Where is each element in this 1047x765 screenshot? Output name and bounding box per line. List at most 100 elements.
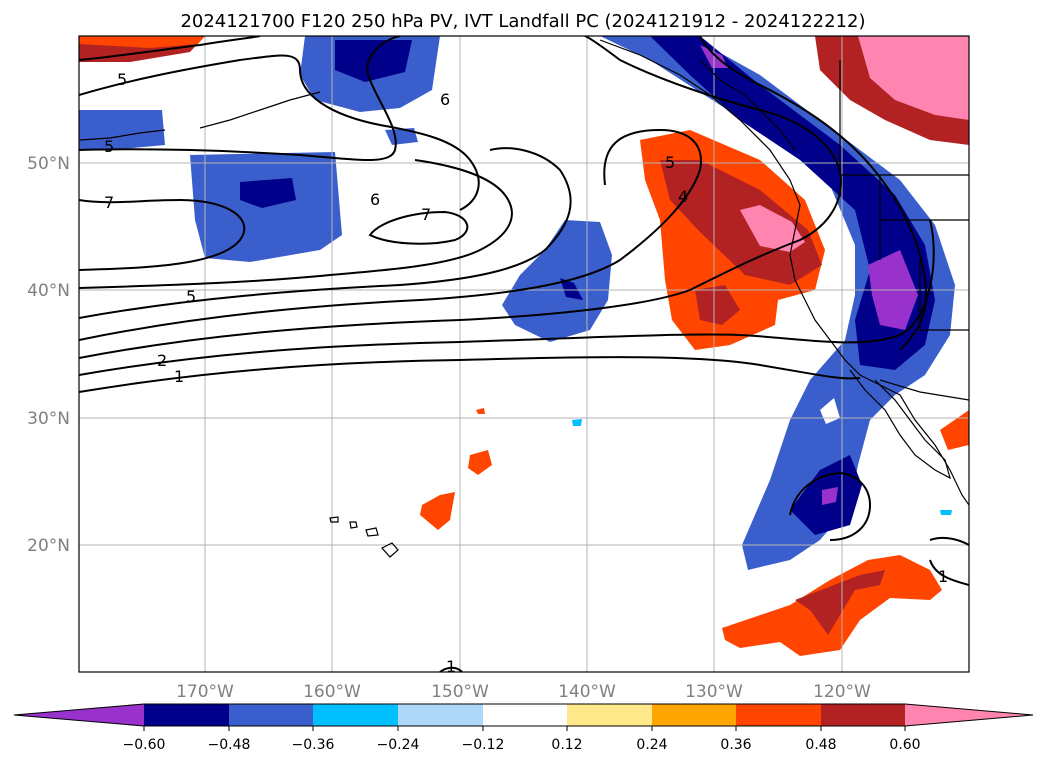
contour-label: 7 (421, 205, 431, 224)
alaska-panhandle (699, 59, 796, 151)
colorbar-segment (229, 704, 313, 726)
negative-blob-central (502, 220, 612, 342)
colorbar-segment (652, 704, 736, 726)
lon-label: 150°W (431, 682, 489, 702)
map-title: 2024121700 F120 250 hPa PV, IVT Landfall… (180, 11, 865, 32)
contour-label: 4 (678, 187, 688, 206)
positive-northwest-edge (79, 36, 205, 48)
colorbar-tick: −0.24 (377, 737, 420, 753)
contour-14 (929, 536, 969, 586)
colorbar-tick-marks (143, 726, 906, 731)
coastlines (79, 39, 969, 558)
contour-12 (699, 36, 928, 351)
colorbar: −0.60 −0.48 −0.36 −0.24 −0.12 0.12 0.24 … (13, 703, 1034, 753)
positive-east-edge (940, 410, 969, 450)
positive-offshore-pink (740, 205, 805, 252)
hawaii-big-island (381, 542, 399, 558)
negative-dot-east (940, 510, 952, 515)
colorbar-tick: −0.36 (292, 737, 335, 753)
colorbar-tick: 0.60 (889, 737, 920, 753)
colorbar-tick: 0.24 (636, 737, 667, 753)
colorbar-tick: −0.12 (462, 737, 505, 753)
contour-8 (79, 54, 480, 211)
contour-13 (789, 471, 872, 541)
contour-9 (368, 210, 469, 245)
colorbar-segment (398, 704, 483, 726)
baja-california (849, 369, 951, 480)
contour-label: 5 (665, 153, 675, 172)
colorbar-tick: −0.60 (123, 737, 166, 753)
colorbar-segment (483, 704, 567, 726)
colorbar-min-arrow (14, 704, 144, 726)
contour-label: 6 (440, 90, 450, 109)
lon-label: 130°W (685, 682, 743, 702)
map-frame (78, 35, 970, 673)
state-border (879, 175, 969, 331)
hawaii-maui (365, 527, 379, 537)
colorbar-tick: −0.48 (208, 737, 251, 753)
hawaii-kauai (329, 516, 339, 523)
positive-offshore-dark-south (695, 285, 740, 325)
contour-6 (79, 159, 513, 289)
lat-label: 40°N (27, 281, 70, 301)
negative-dot (572, 419, 582, 426)
contour-label: 1 (174, 367, 184, 386)
colorbar-tick: 0.48 (805, 737, 836, 753)
contour-10 (79, 36, 401, 161)
negative-blob-central-core (560, 278, 583, 300)
lon-label: 120°W (813, 682, 871, 702)
contour-labels: 5 5 7 6 7 6 5 2 1 5 4 1 1 (104, 70, 948, 676)
positive-islands-2 (468, 450, 492, 475)
map-panel: 5 5 7 6 7 6 5 2 1 5 4 1 1 (78, 35, 970, 676)
contour-label: 7 (104, 193, 114, 212)
contour-3 (79, 36, 842, 359)
lat-label: 30°N (27, 409, 70, 429)
colorbar-segment (821, 704, 905, 726)
aleutian-islands (79, 91, 321, 141)
contour-label: 6 (370, 190, 380, 209)
lon-label: 170°W (176, 682, 234, 702)
contour-label: 5 (186, 287, 196, 306)
colorbar-segment (313, 704, 398, 726)
colorbar-tick: 0.12 (551, 737, 582, 753)
pv-ivt-shading (79, 36, 969, 656)
contour-7 (79, 198, 246, 271)
contour-label: 2 (157, 351, 167, 370)
colorbar-max-arrow (905, 704, 1033, 726)
contour-label: 1 (938, 567, 948, 586)
canada-us-border (839, 60, 969, 176)
contour-5 (79, 147, 572, 319)
contour-2 (79, 219, 935, 376)
lon-label: 140°W (558, 682, 616, 702)
positive-islands-1 (420, 492, 455, 530)
north-america-coast (599, 39, 969, 506)
lat-label: 50°N (27, 154, 70, 174)
us-mexico-border (879, 379, 969, 401)
colorbar-segment (736, 704, 821, 726)
positive-islands-3 (476, 408, 485, 414)
contour-15 (439, 666, 463, 672)
contour-label: 1 (446, 657, 456, 676)
contour-label: 5 (104, 137, 114, 156)
contour-11 (79, 36, 261, 61)
positive-offshore-dark (660, 160, 822, 285)
positive-south-dark (795, 570, 885, 635)
negative-blob-west-core (240, 178, 296, 208)
contour-1 (79, 356, 861, 393)
latitude-labels: 50°N 40°N 30°N 20°N (27, 154, 70, 556)
lat-label: 20°N (27, 536, 70, 556)
negative-band-dark (650, 36, 935, 370)
positive-northeast-pink (858, 36, 969, 120)
pv-contours (79, 36, 969, 672)
negative-subtropic-core (822, 487, 838, 505)
longitude-labels: 170°W 160°W 150°W 140°W 130°W 120°W (176, 682, 871, 702)
colorbar-segment (567, 704, 652, 726)
colorbar-segment (144, 704, 229, 726)
negative-blob-edge (79, 110, 165, 150)
colorbar-tick: 0.36 (720, 737, 751, 753)
hawaii-oahu (349, 521, 358, 529)
contour-label: 5 (117, 70, 127, 89)
lon-label: 160°W (303, 682, 361, 702)
negative-blob-north-core (335, 40, 412, 82)
